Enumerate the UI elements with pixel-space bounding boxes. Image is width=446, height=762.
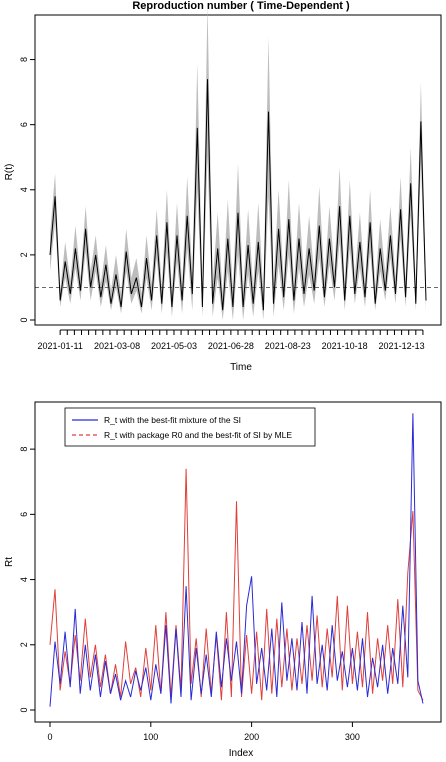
legend-label-mixture: R_t with the best-fit mixture of the SI [104,415,241,425]
rt-time-chart: Reproduction number ( Time-Dependent ) 0… [4,0,442,373]
chart-2-mle-line [49,468,424,701]
chart-1-band-area [50,4,426,320]
chart-1-series-line [49,79,427,311]
chart-2-y-tick-label: 0 [19,707,29,712]
chart-1-x-tick-label: 2021-03-08 [94,341,140,351]
chart-2-x-tick-label: 100 [143,732,158,742]
chart-1-x-tick-label: 2021-10-18 [322,341,368,351]
chart-2-y-axis-label: Rt [4,557,15,567]
chart-2-y-tick-label: 2 [19,642,29,647]
chart-1-x-tick-label: 2021-12-13 [379,341,425,351]
chart-2-y-tick-label: 4 [19,577,29,582]
chart-1-y-tick-label: 6 [19,122,29,127]
chart-1-estimate-line [49,79,427,311]
chart-1-x-axis-label: Time [230,362,252,373]
rt-index-chart: 0 2 4 6 8 0 100 200 300 R_t with the best-fit m… [4,401,442,759]
chart-1-y-axis-label: R(t) [4,164,15,181]
chart-1-x-axis: 2021-01-11 2021-03-08 2021-05-03 2021-06-28… [37,329,425,351]
chart-1-x-tick-label: 2021-05-03 [151,341,197,351]
chart-2-x-tick-label: 200 [244,732,259,742]
chart-2-mixture-line [49,413,424,707]
chart-1-interval-band [50,4,426,320]
chart-2-series-lines [49,413,424,707]
chart-2-x-axis: 0 100 200 300 [47,721,360,742]
chart-1-y-tick-label: 4 [19,187,29,192]
chart-1-y-tick-label: 8 [19,57,29,62]
chart-2-x-tick-label: 0 [47,732,52,742]
chart-2-x-tick-label: 300 [345,732,360,742]
chart-1-title: Reproduction number ( Time-Dependent ) [132,0,350,12]
chart-2-y-tick-label: 8 [19,447,29,452]
chart-1-x-tick-label: 2021-08-23 [265,341,311,351]
legend-label-mle: R_t with package R0 and the best-fit of … [104,430,292,440]
chart-2-legend: R_t with the best-fit mixture of the SI … [64,407,316,447]
chart-2-y-axis: 0 2 4 6 8 [19,447,36,713]
chart-2-x-axis-label: Index [229,748,253,759]
chart-1-x-tick-label: 2021-01-11 [37,341,82,351]
chart-1-y-tick-label: 2 [19,252,29,257]
chart-1-y-tick-label: 0 [19,317,29,322]
chart-2-legend-box [64,407,316,447]
chart-2-y-tick-label: 6 [19,512,29,517]
chart-1-x-tick-label: 2021-06-28 [208,341,254,351]
chart-1-y-axis: 0 2 4 6 8 [19,57,36,323]
